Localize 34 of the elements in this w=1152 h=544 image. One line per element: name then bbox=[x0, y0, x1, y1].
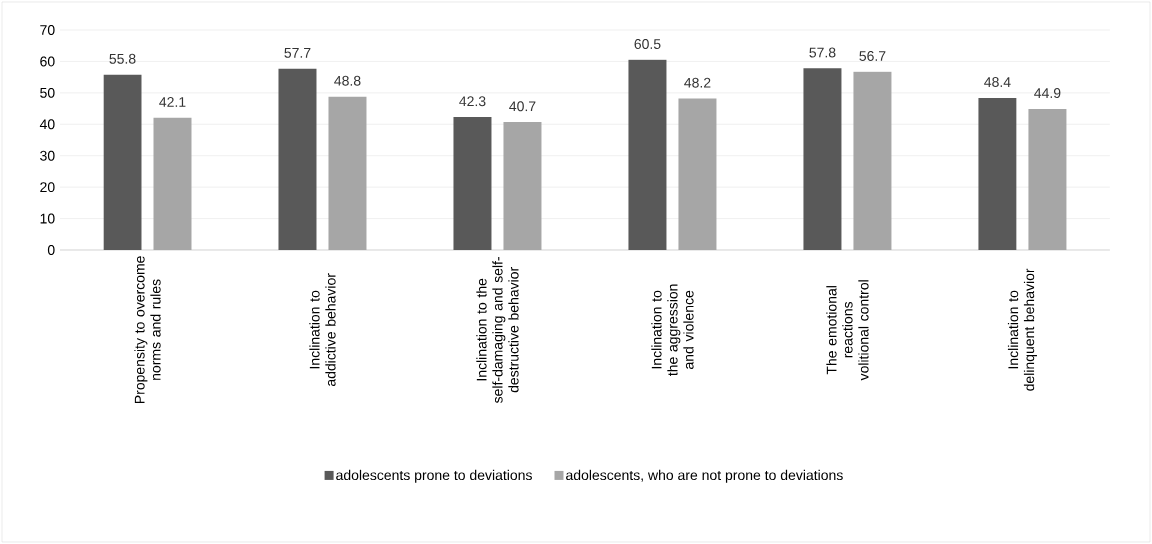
data-label: 40.7 bbox=[509, 101, 536, 112]
x-tick-label: Inclination to delinquent behavior bbox=[1007, 268, 1037, 391]
data-label: 42.1 bbox=[159, 97, 186, 107]
y-tick-label: 70 bbox=[40, 25, 55, 35]
legend-label: adolescents prone to deviations bbox=[336, 469, 532, 483]
bar bbox=[278, 68, 317, 250]
data-label: 57.7 bbox=[284, 48, 311, 58]
data-label: 48.4 bbox=[984, 77, 1011, 88]
x-tick-label: Inclination to addictive behavior bbox=[309, 273, 336, 387]
y-tick-label: 20 bbox=[40, 182, 55, 193]
data-label: 57.8 bbox=[809, 47, 836, 58]
data-label: 48.2 bbox=[684, 77, 711, 88]
data-label: 42.3 bbox=[459, 96, 486, 107]
x-tick-label: The emotional reactions volitional control bbox=[826, 280, 869, 381]
data-label: 44.9 bbox=[1034, 88, 1061, 99]
y-tick-label: 0 bbox=[47, 245, 55, 255]
x-tick-label: Propensity to overcome norms and rules bbox=[134, 256, 161, 404]
bar bbox=[628, 59, 667, 250]
bar bbox=[978, 97, 1017, 250]
y-tick-label: 40 bbox=[39, 119, 55, 130]
data-label: 48.8 bbox=[334, 75, 361, 86]
y-tick-label: 60 bbox=[40, 56, 55, 67]
bar bbox=[453, 117, 492, 250]
data-label: 55.8 bbox=[109, 53, 136, 64]
x-tick-label: Inclination to the self-damaging and self-destructive behavior bbox=[476, 256, 519, 404]
bar bbox=[803, 68, 842, 250]
bar bbox=[103, 74, 142, 250]
y-tick-label: 10 bbox=[40, 213, 55, 224]
y-tick-label: 30 bbox=[40, 150, 55, 161]
x-tick-label: Inclination to the aggression and violence bbox=[651, 284, 694, 376]
legend-label: adolescents, who are not prone to deviations bbox=[566, 469, 843, 483]
data-label: 56.7 bbox=[859, 51, 886, 61]
y-tick-label: 50 bbox=[40, 87, 55, 98]
data-label: 60.5 bbox=[634, 39, 661, 49]
